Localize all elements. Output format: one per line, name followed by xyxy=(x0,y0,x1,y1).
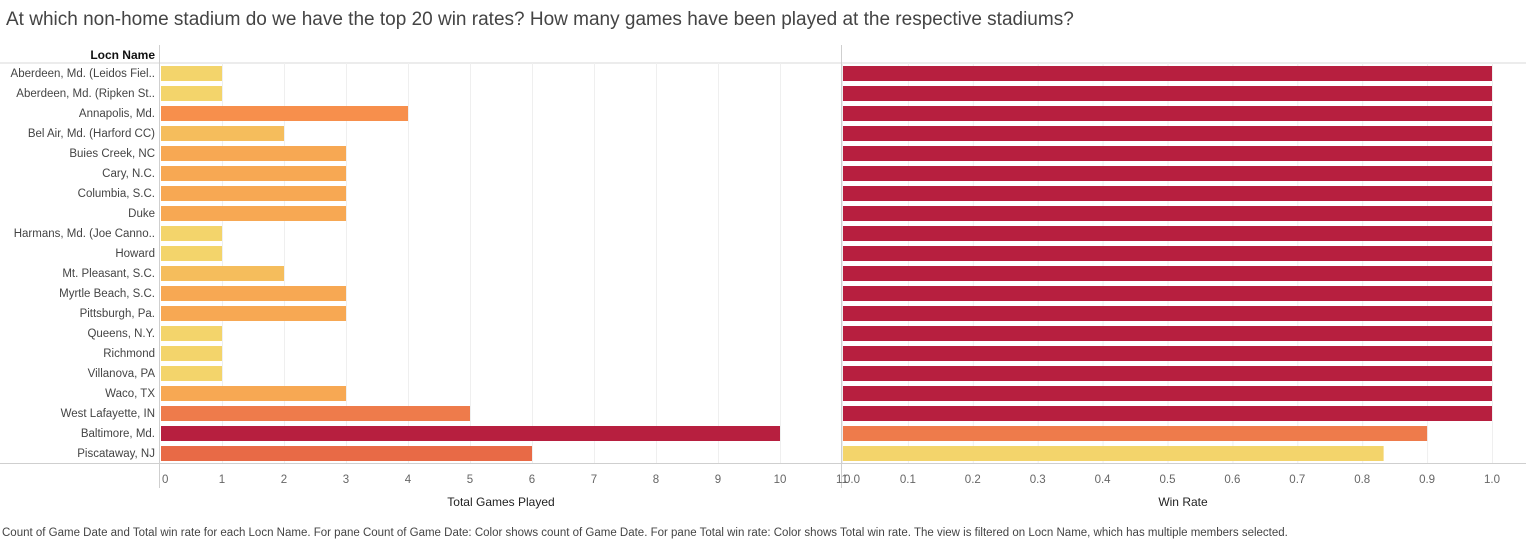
bar-games-played xyxy=(161,246,222,261)
bar-games-played xyxy=(161,286,346,301)
row-label: Richmond xyxy=(103,348,155,360)
win-rate-bars xyxy=(843,66,1492,461)
x-tick-label-winrate: 0.5 xyxy=(1160,474,1176,486)
x-tick-label-winrate: 0.2 xyxy=(965,474,981,486)
bar-win-rate xyxy=(843,306,1492,321)
bar-win-rate xyxy=(843,346,1492,361)
bar-win-rate xyxy=(843,426,1428,441)
row-header: Locn Name xyxy=(90,48,155,62)
x-tick-label-games: 9 xyxy=(715,474,721,486)
bar-games-played xyxy=(161,386,346,401)
bar-win-rate xyxy=(843,366,1492,381)
bar-games-played xyxy=(161,446,532,461)
x-tick-label-winrate: 0.1 xyxy=(900,474,916,486)
row-label: Myrtle Beach, S.C. xyxy=(59,288,155,300)
row-label: Villanova, PA xyxy=(88,368,156,380)
bar-games-played xyxy=(161,166,346,181)
row-label: Buies Creek, NC xyxy=(69,148,155,160)
bar-games-played xyxy=(161,66,222,81)
bar-games-played xyxy=(161,206,346,221)
x-tick-label-games: 6 xyxy=(529,474,535,486)
row-label: Pittsburgh, Pa. xyxy=(80,308,155,320)
chart-title: At which non-home stadium do we have the… xyxy=(6,9,1074,30)
x-tick-label-games: 5 xyxy=(467,474,473,486)
bar-games-played xyxy=(161,306,346,321)
row-label: Baltimore, Md. xyxy=(81,428,155,440)
bar-win-rate xyxy=(843,406,1492,421)
bar-win-rate xyxy=(843,126,1492,141)
row-label: Mt. Pleasant, S.C. xyxy=(62,268,155,280)
row-label: Howard xyxy=(115,248,155,260)
bar-win-rate xyxy=(843,66,1492,81)
row-label: Aberdeen, Md. (Ripken St.. xyxy=(16,88,155,100)
bar-win-rate xyxy=(843,286,1492,301)
bar-win-rate xyxy=(843,266,1492,281)
row-label: Cary, N.C. xyxy=(102,168,155,180)
row-label: Waco, TX xyxy=(105,388,155,400)
row-label: Queens, N.Y. xyxy=(87,328,155,340)
axis-ticks: 0 1 2 3 4 5 6 7 8 9 10 110.0 0.1 0.2 0.3 0.4 0.5 0.6 0.7 0.… xyxy=(162,474,1500,486)
bar-win-rate xyxy=(843,146,1492,161)
x-tick-label-games: 8 xyxy=(653,474,659,486)
bar-games-played xyxy=(161,186,346,201)
x-tick-label-games: 11 xyxy=(836,474,848,486)
bar-win-rate xyxy=(843,186,1492,201)
bar-games-played xyxy=(161,426,780,441)
row-label: Piscataway, NJ xyxy=(77,448,155,460)
bar-games-played xyxy=(161,266,284,281)
bar-win-rate xyxy=(843,326,1492,341)
bar-games-played xyxy=(161,126,284,141)
bar-win-rate xyxy=(843,86,1492,101)
x-tick-label-games: 10 xyxy=(774,474,787,486)
x-tick-label-winrate: 0.6 xyxy=(1224,474,1240,486)
x-axis-label-games: Total Games Played xyxy=(447,495,554,509)
x-tick-label-winrate: 0.7 xyxy=(1289,474,1305,486)
bar-games-played xyxy=(161,406,470,421)
x-axis-label-winrate: Win Rate xyxy=(1158,495,1208,509)
x-tick-label-games: 7 xyxy=(591,474,597,486)
bar-games-played xyxy=(161,346,222,361)
bar-games-played xyxy=(161,146,346,161)
bar-win-rate xyxy=(843,246,1492,261)
gridlines xyxy=(222,63,1493,463)
bar-games-played xyxy=(161,326,222,341)
x-tick-label-winrate: 0.8 xyxy=(1354,474,1370,486)
bar-win-rate xyxy=(843,446,1384,461)
bar-win-rate xyxy=(843,386,1492,401)
x-tick-label-winrate: 0.3 xyxy=(1030,474,1046,486)
chart-caption: Count of Game Date and Total win rate fo… xyxy=(2,527,1288,539)
bar-win-rate xyxy=(843,206,1492,221)
bar-win-rate xyxy=(843,166,1492,181)
x-tick-label-games: 3 xyxy=(343,474,349,486)
games-played-bars xyxy=(161,66,780,461)
x-tick-label-games: 4 xyxy=(405,474,412,486)
bar-win-rate xyxy=(843,226,1492,241)
bar-games-played xyxy=(161,106,408,121)
row-label: Duke xyxy=(128,208,155,220)
bar-games-played xyxy=(161,226,222,241)
x-tick-label-games: 1 xyxy=(219,474,225,486)
x-tick-label-games: 2 xyxy=(281,474,287,486)
row-label: Columbia, S.C. xyxy=(78,188,155,200)
bar-games-played xyxy=(161,86,222,101)
row-label: Harmans, Md. (Joe Canno.. xyxy=(14,228,155,240)
chart-frame xyxy=(0,45,1526,488)
x-tick-label-games: 0 xyxy=(162,474,168,486)
x-tick-label-winrate: 1.0 xyxy=(1484,474,1500,486)
x-tick-label-winrate: 0.4 xyxy=(1095,474,1112,486)
row-label: West Lafayette, IN xyxy=(61,408,155,420)
x-tick-label-winrate: 0.0 xyxy=(844,474,860,486)
row-labels: Aberdeen, Md. (Leidos Fiel.. Aberdeen, Md… xyxy=(11,68,156,460)
row-label: Bel Air, Md. (Harford CC) xyxy=(28,128,155,140)
bar-games-played xyxy=(161,366,222,381)
row-label: Aberdeen, Md. (Leidos Fiel.. xyxy=(11,68,155,80)
dual-bar-chart: Aberdeen, Md. (Leidos Fiel.. Aberdeen, Md… xyxy=(0,45,1526,509)
bar-win-rate xyxy=(843,106,1492,121)
row-label: Annapolis, Md. xyxy=(79,108,155,120)
x-tick-label-winrate: 0.9 xyxy=(1419,474,1435,486)
